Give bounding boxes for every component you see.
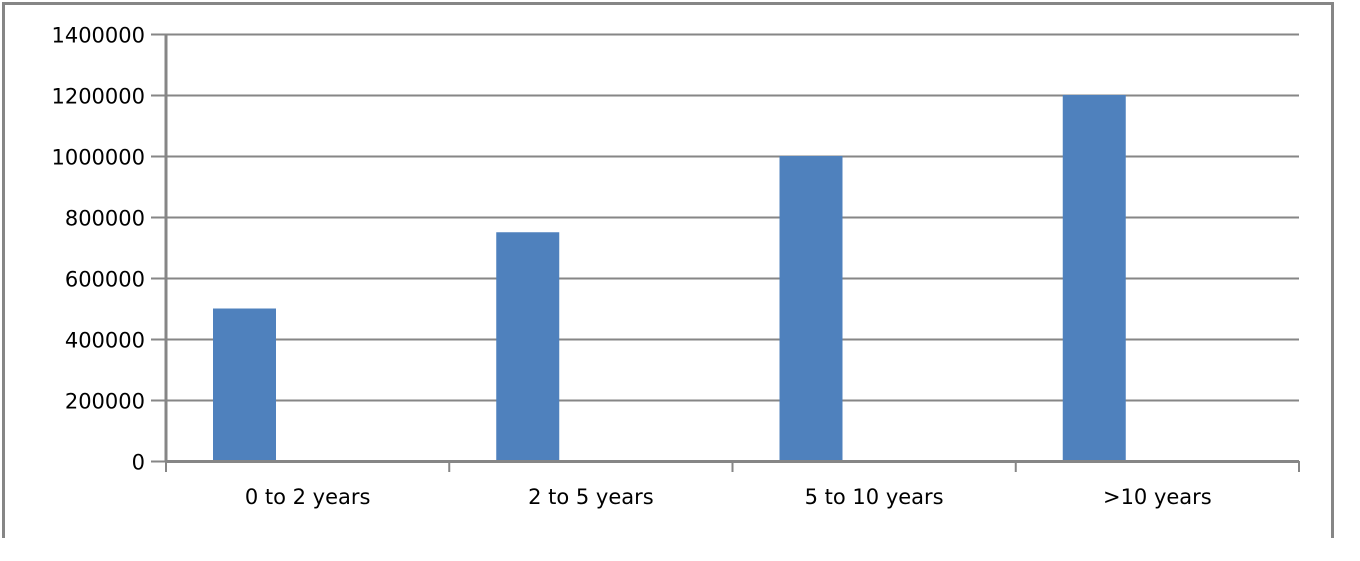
y-tick-label: 1400000 (51, 24, 145, 48)
y-tick-label: 0 (132, 451, 145, 475)
x-tick-label: 2 to 5 years (528, 485, 654, 509)
y-tick-label: 1000000 (51, 146, 145, 170)
x-tick-label: 0 to 2 years (245, 485, 371, 509)
y-tick-label: 200000 (65, 390, 145, 414)
y-tick-label: 600000 (65, 268, 145, 292)
x-tick-label: >10 years (1103, 485, 1212, 509)
y-tick-label: 800000 (65, 207, 145, 231)
bar (213, 308, 276, 461)
x-tick-label: 5 to 10 years (805, 485, 944, 509)
chart-frame (2, 2, 1334, 538)
bar (779, 156, 843, 461)
bar (1062, 95, 1126, 461)
y-tick-label: 400000 (65, 329, 145, 353)
y-tick-label: 1200000 (51, 85, 145, 109)
bar (496, 232, 560, 461)
